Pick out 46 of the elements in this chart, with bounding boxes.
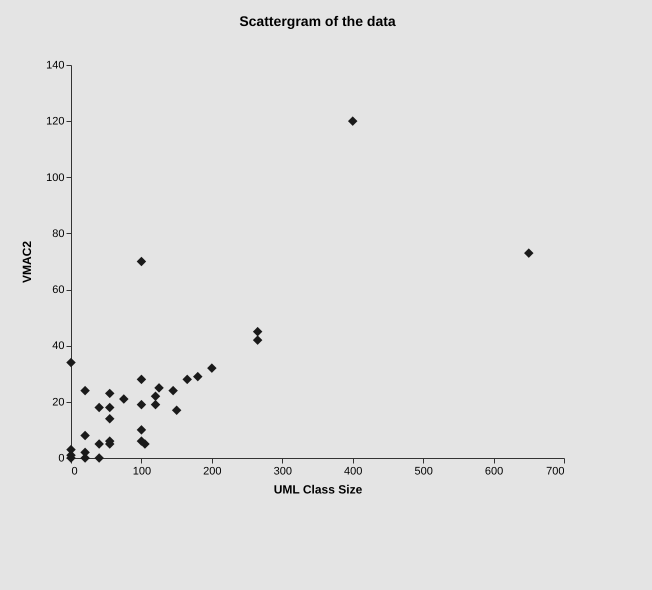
x-axis-title: UML Class Size [274,482,363,496]
x-tick-label: 300 [274,466,292,478]
chart-title: Scattergram of the data [239,13,396,29]
point [66,358,76,368]
x-tick-label: 500 [414,466,433,478]
point [94,439,104,449]
point [104,388,114,398]
y-tick-label: 40 [52,340,64,352]
y-tick-label: 140 [46,60,64,72]
x-tick-label: 100 [132,466,152,478]
point [524,248,534,258]
y-tick-label: 60 [52,284,64,296]
point [150,400,160,410]
y-tick-label: 20 [52,396,64,408]
point [154,383,164,393]
point [172,406,182,416]
point [104,402,114,412]
y-tick-label: 0 [58,452,64,464]
y-tick-label: 120 [46,116,64,128]
x-tick-label: 200 [203,466,222,478]
point [193,372,203,382]
y-tick-label: 100 [46,172,64,184]
point [252,335,262,345]
point [252,326,262,336]
point [136,425,146,435]
point [136,400,146,410]
point [348,116,358,126]
point [207,363,217,373]
point [168,386,178,396]
x-tick-label: 600 [484,466,504,478]
point [104,414,114,424]
point [136,374,146,384]
point [140,439,150,449]
point [80,430,90,440]
point [94,402,104,412]
x-tick-label: 400 [344,466,362,478]
point [94,453,104,463]
point [119,394,129,404]
point [182,374,192,384]
point [80,386,90,396]
point [136,256,146,266]
y-tick-label: 80 [52,228,64,240]
point [150,392,160,401]
x-tick-label: 700 [546,466,564,478]
y-axis-title: VMAC2 [20,240,34,284]
x-tick-label: 0 [72,466,78,478]
